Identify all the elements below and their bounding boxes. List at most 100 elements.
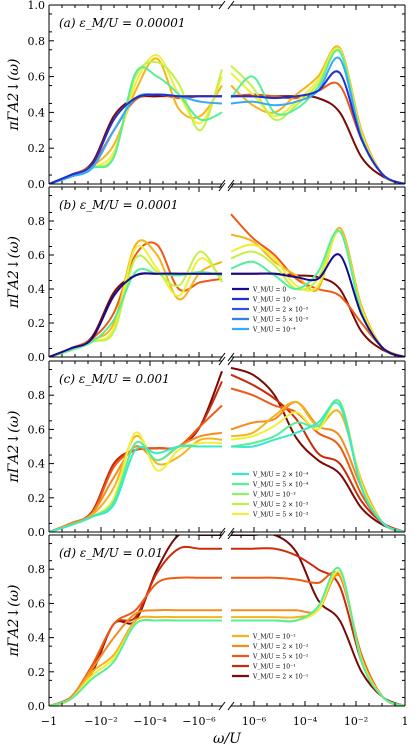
series-line-left-6 — [49, 93, 223, 184]
series-line-right-5 — [230, 229, 405, 357]
series-line-left-0 — [49, 370, 223, 532]
y-tick-label: 0.2 — [28, 142, 46, 155]
axis-break-mark — [227, 527, 235, 537]
y-axis-title: πΓA2↓(ω) — [6, 410, 22, 483]
series-line-left-3 — [49, 608, 222, 706]
y-tick-label: 0.4 — [28, 632, 46, 645]
series-line-right-1 — [231, 547, 405, 706]
axis-break-mark — [218, 701, 226, 711]
legend-entry: V_M/U = 10⁻¹ — [252, 664, 296, 671]
series-line-right-5 — [230, 49, 405, 184]
panel-a: 0.0 0.2 0.4 0.6 0.8 1.0 (a) ε_M/U = 0.00001 πΓA… — [6, 0, 406, 191]
y-axis-title: πΓA2↓(ω) — [6, 236, 22, 309]
x-tick-label: 10⁻⁶ — [242, 715, 267, 728]
panel-label: (d) ε_M/U = 0.01 — [59, 546, 163, 560]
y-tick-label: 0.6 — [28, 71, 46, 84]
legend-entry: V_M/U = 10⁻³ — [252, 492, 296, 499]
series-line-left-1 — [49, 381, 223, 532]
panel-label: (b) ε_M/U = 0.0001 — [59, 198, 178, 212]
y-tick-label: 0.0 — [28, 526, 46, 539]
series-group — [49, 535, 405, 706]
axis-break-mark — [227, 352, 235, 362]
series-line-left-2 — [49, 404, 223, 532]
series-line-right-7 — [230, 70, 405, 184]
legend-entry: V_M/U = 2 × 10⁻³ — [252, 502, 309, 509]
series-line-left-0 — [49, 272, 222, 357]
series-line-left-1 — [49, 93, 223, 184]
legend-entry: V_M/U = 10⁻⁴ — [252, 327, 296, 334]
legend: V_M/U = 10⁻² V_M/U = 2 × 10⁻² V_M/U = 5 × … — [232, 634, 309, 681]
series-line-right-3 — [230, 47, 405, 184]
y-tick-label: 0.8 — [28, 35, 46, 48]
axis-break-mark — [227, 179, 235, 189]
series-line-right-4 — [230, 49, 405, 184]
series-line-left-7 — [49, 445, 222, 532]
series-line-left-3 — [49, 431, 223, 532]
series-line-right-6 — [230, 566, 405, 706]
panel-d: 0.0 0.2 0.4 0.6 0.8 (d) ε_M/U = 0.01 V_M/U = 1… — [6, 530, 406, 713]
legend-entry: V_M/U = 2 × 10⁻⁴ — [252, 472, 309, 479]
x-tick-label: 1 — [402, 715, 409, 728]
series-line-left-5 — [49, 267, 223, 357]
y-tick-label: 0.0 — [28, 178, 46, 191]
series-line-right-7 — [230, 401, 405, 532]
panel-c: 0.0 0.2 0.4 0.6 0.8 (c) ε_M/U = 0.001 V_M/U = … — [6, 356, 406, 539]
legend: V_M/U = 0 V_M/U = 10⁻⁵ V_M/U = 2 × 10⁻⁵ V_M… — [232, 287, 309, 334]
series-line-right-0 — [230, 366, 405, 532]
x-tick-label: −10⁻² — [84, 715, 117, 728]
legend-entry: V_M/U = 5 × 10⁻⁴ — [252, 482, 309, 489]
legend-entry: V_M/U = 2 × 10⁻¹ — [252, 674, 308, 681]
series-line-right-6 — [231, 253, 405, 357]
series-line-left-6 — [49, 618, 222, 706]
axis-break-mark — [227, 356, 235, 366]
legend-entry: V_M/U = 10⁻² — [252, 634, 296, 641]
y-tick-label: 0.4 — [28, 458, 46, 471]
x-tick-label: 10⁻⁴ — [293, 715, 318, 728]
y-tick-label: 0.0 — [28, 351, 46, 364]
series-line-right-2 — [230, 45, 405, 184]
panel-b: 0.0 0.2 0.4 0.6 0.8 (b) ε_M/U = 0.0001 V_M/U =… — [6, 182, 406, 364]
series-line-left-6 — [49, 272, 222, 357]
y-tick-label: 0.8 — [28, 215, 46, 228]
series-line-left-4 — [49, 250, 223, 357]
series-line-left-3 — [49, 244, 223, 357]
axis-break-mark — [218, 356, 226, 366]
series-line-left-0 — [49, 95, 222, 184]
y-tick-label: 0.6 — [28, 249, 46, 262]
y-tick-label: 0.6 — [28, 423, 46, 436]
legend-entry: V_M/U = 5 × 10⁻² — [252, 654, 309, 661]
y-tick-label: 0.6 — [28, 597, 46, 610]
panel-label: (c) ε_M/U = 0.001 — [59, 372, 170, 386]
y-tick-label: 0.8 — [28, 389, 46, 402]
legend-entry: V_M/U = 5 × 10⁻³ — [252, 512, 309, 519]
axis-break-mark — [218, 530, 226, 540]
y-axis-title: πΓA2↓(ω) — [6, 58, 22, 131]
x-tick-label: −1 — [41, 715, 57, 728]
series-line-right-4 — [230, 230, 405, 357]
series-line-left-1 — [49, 545, 222, 706]
y-tick-label: 0.4 — [28, 106, 46, 119]
axis-break-mark — [227, 530, 235, 540]
axis-break-mark — [218, 0, 226, 10]
legend-entry: V_M/U = 5 × 10⁻⁵ — [252, 317, 309, 324]
y-tick-label: 0.4 — [28, 283, 46, 296]
panel-label: (a) ε_M/U = 0.00001 — [59, 16, 186, 30]
legend-entry: V_M/U = 0 — [252, 287, 286, 294]
x-tick-label: −10⁻⁶ — [182, 715, 216, 728]
axis-break-mark — [218, 182, 226, 192]
legend-entry: V_M/U = 10⁻⁵ — [252, 297, 296, 304]
axis-break-mark — [227, 182, 235, 192]
y-tick-label: 1.0 — [28, 0, 46, 12]
series-line-left-2 — [49, 576, 222, 706]
axis-break-mark — [218, 352, 226, 362]
y-tick-label: 0.8 — [28, 563, 46, 576]
y-axis-title: πΓA2↓(ω) — [6, 584, 22, 657]
x-tick-label: −10⁻⁴ — [133, 715, 167, 728]
y-tick-label: 0.2 — [28, 317, 46, 330]
x-axis-title: ω/U — [213, 731, 242, 747]
axis-break-mark — [227, 701, 235, 711]
series-line-left-6 — [49, 440, 222, 532]
legend: V_M/U = 2 × 10⁻⁴ V_M/U = 5 × 10⁻⁴ V_M/U = … — [232, 472, 309, 519]
y-tick-label: 0.2 — [28, 666, 46, 679]
